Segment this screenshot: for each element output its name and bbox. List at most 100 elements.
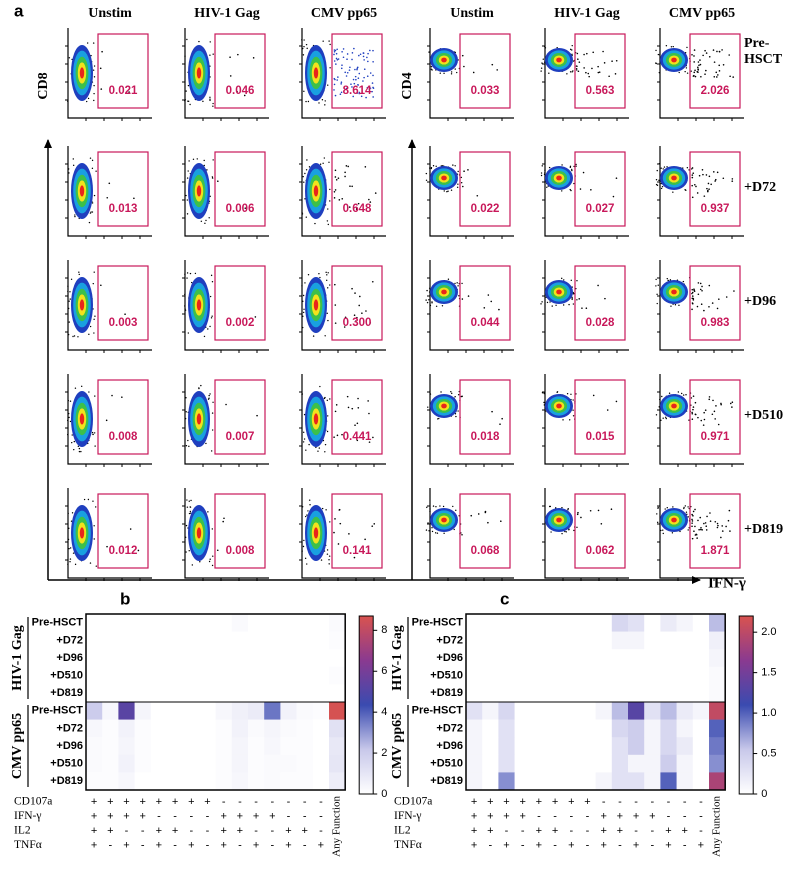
heat-cell bbox=[312, 631, 330, 650]
event-dot bbox=[561, 190, 563, 192]
event-dot bbox=[573, 292, 575, 295]
marker-sign: + bbox=[552, 825, 558, 837]
flow-plot: 0.003 bbox=[65, 260, 152, 353]
heat-cell bbox=[264, 666, 281, 685]
heat-cell bbox=[547, 772, 564, 791]
gate-event bbox=[462, 185, 464, 188]
gate-events bbox=[225, 403, 258, 417]
event-dot bbox=[656, 521, 659, 524]
heat-cell bbox=[264, 772, 281, 791]
gate bbox=[689, 151, 741, 227]
event-dot bbox=[210, 317, 213, 319]
event-dot bbox=[540, 70, 542, 72]
heat-cell bbox=[547, 719, 564, 738]
event-dot bbox=[674, 304, 677, 306]
marker-sign: - bbox=[586, 825, 590, 837]
gate-event bbox=[693, 49, 696, 51]
event-dot bbox=[569, 71, 572, 73]
gate-event bbox=[106, 545, 108, 548]
gate-events bbox=[229, 53, 255, 97]
density bbox=[196, 527, 202, 539]
event-dot bbox=[94, 445, 96, 447]
heat-cell bbox=[466, 772, 483, 791]
event-dot bbox=[307, 510, 309, 512]
event-dot bbox=[91, 211, 94, 213]
heat-cell bbox=[611, 649, 629, 668]
event-dot bbox=[93, 525, 95, 527]
event-dot bbox=[328, 161, 330, 163]
event-dot bbox=[454, 396, 456, 398]
row-label: +D819 bbox=[430, 775, 463, 787]
event-dot bbox=[307, 274, 310, 276]
event-dot bbox=[571, 168, 573, 171]
plot-axes bbox=[544, 28, 629, 119]
heat-cell bbox=[644, 772, 661, 791]
event-dot bbox=[664, 508, 666, 510]
heat-cell bbox=[563, 737, 580, 756]
gate-event bbox=[713, 410, 716, 413]
event-dot bbox=[439, 505, 441, 507]
event-dot bbox=[303, 39, 305, 41]
event-dot bbox=[95, 565, 97, 567]
event-dot bbox=[67, 290, 69, 293]
heat-cell bbox=[215, 719, 233, 738]
row-label: +D96 bbox=[56, 652, 83, 664]
marker-sign: + bbox=[91, 796, 97, 808]
gate-value: 0.007 bbox=[226, 431, 255, 443]
column-header: HIV-1 Gag bbox=[554, 6, 619, 21]
event-dot bbox=[301, 285, 303, 287]
event-dot bbox=[202, 100, 204, 103]
row-label: +D510 bbox=[744, 408, 783, 423]
heat-cell bbox=[709, 719, 726, 738]
event-dot bbox=[192, 158, 195, 161]
event-dot bbox=[302, 315, 304, 317]
gate-event bbox=[362, 55, 365, 58]
gate-value: 0.018 bbox=[471, 431, 500, 443]
gate-event bbox=[692, 514, 694, 517]
gate-event bbox=[703, 411, 705, 414]
event-dot bbox=[186, 213, 189, 215]
gate-event bbox=[597, 65, 599, 68]
gate-event bbox=[351, 86, 353, 88]
row-label: +D72 bbox=[436, 722, 463, 734]
gate-event bbox=[604, 297, 606, 300]
gate-event bbox=[217, 180, 219, 183]
event-dot bbox=[188, 550, 190, 552]
gate-event bbox=[597, 71, 600, 74]
gate-event bbox=[592, 394, 595, 397]
heat-cell bbox=[466, 754, 483, 773]
event-dot bbox=[208, 394, 210, 397]
heat-cell bbox=[296, 614, 314, 632]
density bbox=[671, 517, 677, 523]
gate-event bbox=[691, 513, 693, 516]
heat-cell bbox=[329, 702, 346, 720]
event-dot bbox=[329, 43, 331, 46]
event-dot bbox=[312, 335, 315, 337]
marker-sign: - bbox=[173, 810, 177, 822]
gate-event bbox=[351, 58, 353, 61]
event-dot bbox=[188, 500, 190, 502]
event-dot bbox=[544, 45, 546, 48]
gate-events bbox=[333, 508, 376, 559]
event-dot bbox=[660, 187, 663, 190]
event-dot bbox=[303, 181, 305, 183]
gate-event bbox=[732, 76, 735, 78]
heat-cell bbox=[312, 754, 330, 773]
event-dot bbox=[455, 415, 457, 418]
heat-cell bbox=[183, 614, 200, 632]
event-dot bbox=[457, 170, 459, 173]
gate-event bbox=[341, 197, 344, 200]
gate-event bbox=[585, 307, 588, 310]
event-dot bbox=[301, 506, 304, 508]
event-dot bbox=[327, 319, 329, 322]
event-dot bbox=[571, 71, 573, 73]
heat-cell bbox=[660, 631, 677, 650]
heat-cell bbox=[482, 719, 499, 738]
gate-event bbox=[699, 63, 702, 66]
heat-cell bbox=[102, 649, 119, 668]
heat-cell bbox=[134, 631, 152, 650]
gate-event bbox=[694, 413, 697, 416]
gate-event bbox=[340, 67, 343, 70]
heat-cell bbox=[676, 702, 694, 720]
marker-name: TNFα bbox=[394, 839, 422, 851]
